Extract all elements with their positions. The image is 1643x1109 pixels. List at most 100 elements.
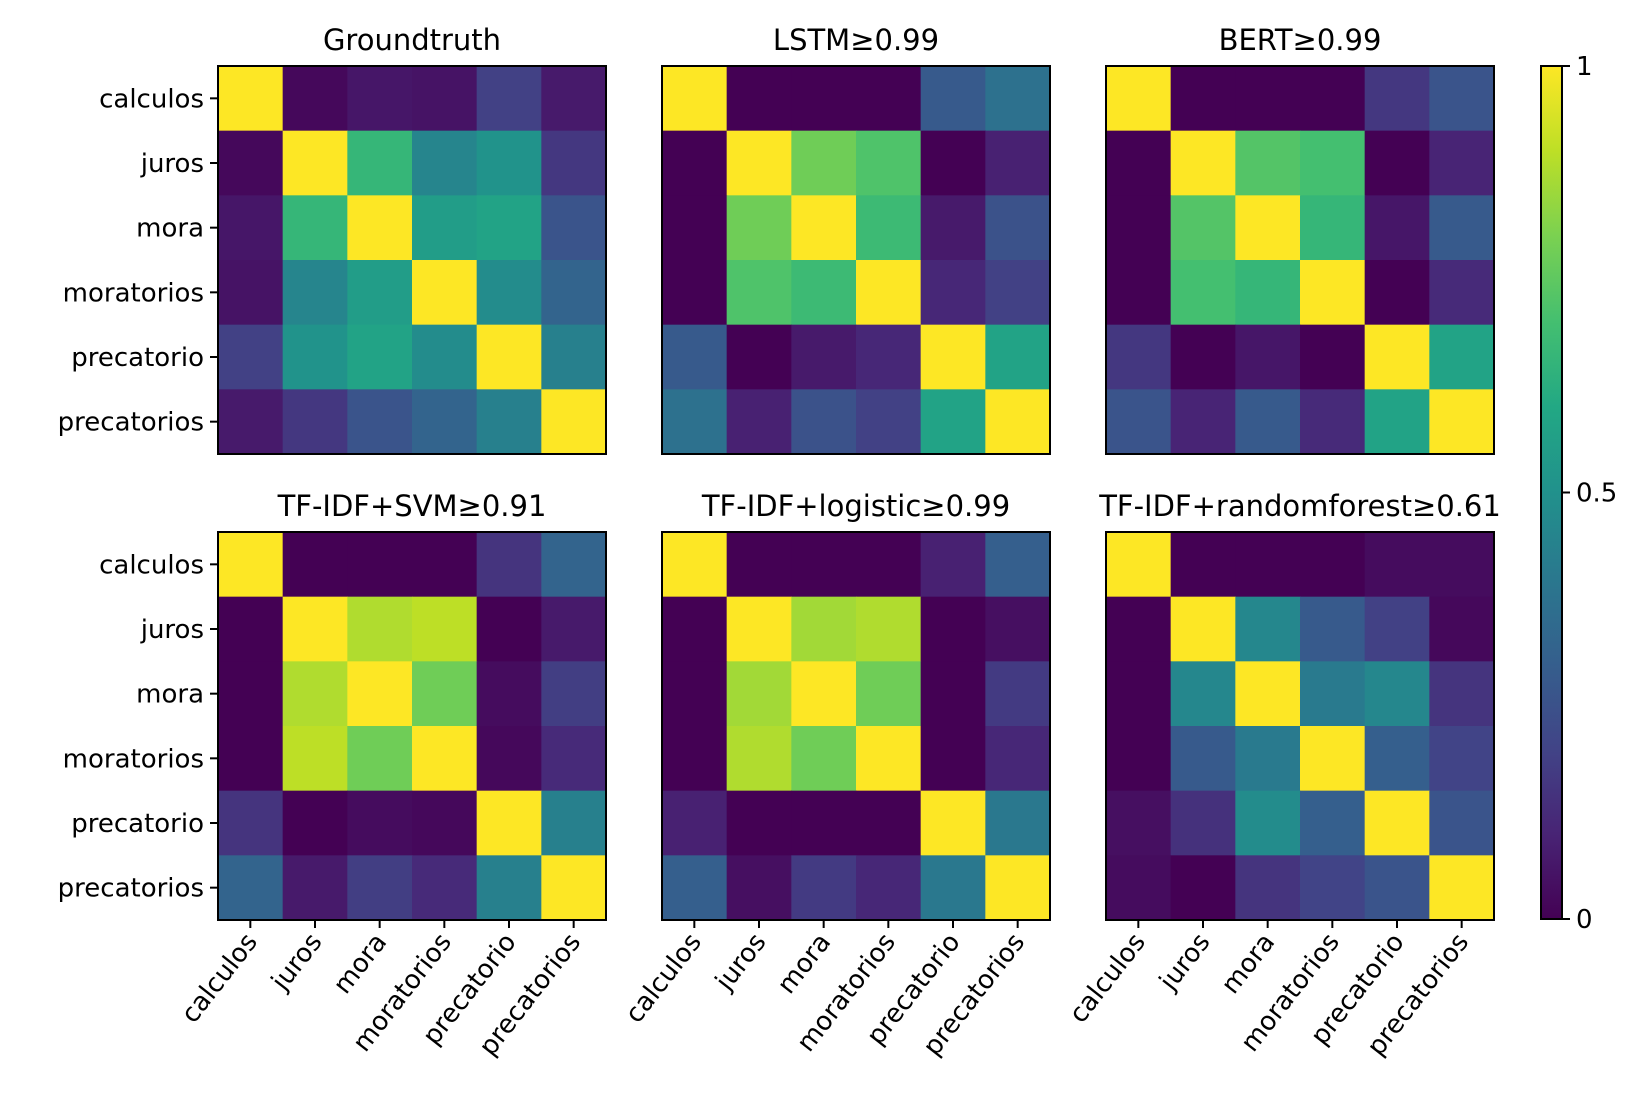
heatmap-cell bbox=[1235, 66, 1301, 132]
heatmap-cell bbox=[347, 661, 413, 727]
heatmap-cell bbox=[662, 260, 728, 326]
heatmap-cell bbox=[1429, 790, 1495, 856]
heatmap-cell bbox=[1300, 726, 1366, 792]
heatmap-cell bbox=[856, 66, 922, 132]
heatmap-cell bbox=[856, 790, 922, 856]
heatmap-cell bbox=[920, 130, 986, 196]
heatmap-cell bbox=[1170, 324, 1236, 390]
heatmap-cell bbox=[1364, 855, 1430, 921]
heatmap-cell bbox=[1364, 661, 1430, 727]
heatmap-cell bbox=[985, 532, 1051, 598]
heatmap-cell bbox=[1300, 195, 1366, 261]
heatmap-cell bbox=[1300, 855, 1366, 921]
heatmap-cell bbox=[1235, 389, 1301, 455]
heatmap-cell bbox=[541, 66, 607, 132]
heatmap-cell bbox=[541, 260, 607, 326]
heatmap-cell bbox=[1170, 260, 1236, 326]
y-tick-label: mora bbox=[136, 214, 204, 244]
heatmap-cell bbox=[476, 532, 542, 598]
heatmap-cell bbox=[1364, 596, 1430, 662]
heatmap-cell bbox=[1300, 596, 1366, 662]
x-tick-label: juros bbox=[265, 928, 328, 997]
heatmap-cell bbox=[412, 661, 478, 727]
heatmap-cell bbox=[920, 726, 986, 792]
heatmap-cell bbox=[791, 532, 857, 598]
heatmap-cell bbox=[347, 790, 413, 856]
colorbar-tick-label: 0 bbox=[1576, 905, 1593, 935]
heatmap-cell bbox=[218, 790, 284, 856]
heatmap-cell bbox=[412, 324, 478, 390]
panel-frame bbox=[217, 65, 607, 455]
x-tick-label: juros bbox=[709, 928, 772, 997]
y-tick-label: precatorios bbox=[58, 408, 204, 438]
heatmap-cell bbox=[1364, 790, 1430, 856]
heatmap-cell bbox=[541, 790, 607, 856]
heatmap-cell bbox=[218, 661, 284, 727]
heatmap-cell bbox=[985, 855, 1051, 921]
panel-frame bbox=[661, 65, 1051, 455]
panel-title: LSTM≥0.99 bbox=[773, 23, 939, 57]
heatmap-cell bbox=[282, 596, 348, 662]
heatmap-cell bbox=[1235, 661, 1301, 727]
heatmap-cell bbox=[1106, 790, 1172, 856]
heatmap-cell bbox=[412, 532, 478, 598]
heatmap-panels: Groundtruthcalculosjurosmoramoratoriospr… bbox=[58, 23, 1501, 1062]
heatmap-cell bbox=[476, 130, 542, 196]
heatmap-cell bbox=[985, 324, 1051, 390]
panel-title: TF-IDF+SVM≥0.91 bbox=[277, 489, 547, 523]
heatmap-cell bbox=[1429, 130, 1495, 196]
heatmap-cell bbox=[1106, 260, 1172, 326]
heatmap-cell bbox=[791, 661, 857, 727]
heatmap-cell bbox=[726, 260, 792, 326]
heatmap-cell bbox=[282, 661, 348, 727]
heatmap-cell bbox=[1429, 66, 1495, 132]
heatmap-cell bbox=[1170, 195, 1236, 261]
heatmap-cell bbox=[347, 66, 413, 132]
heatmap-cell bbox=[1106, 726, 1172, 792]
heatmap-cell bbox=[541, 324, 607, 390]
y-tick-label: precatorio bbox=[71, 343, 204, 373]
heatmap-cell bbox=[1106, 389, 1172, 455]
heatmap-cell bbox=[541, 532, 607, 598]
heatmap-cell bbox=[1429, 195, 1495, 261]
heatmap-cell bbox=[282, 389, 348, 455]
heatmap-cell bbox=[1429, 532, 1495, 598]
heatmap-panel: Groundtruth calculos juros mora moratorios pr… bbox=[58, 23, 607, 455]
colorbar-gradient bbox=[1541, 66, 1562, 919]
heatmap-cell bbox=[1300, 661, 1366, 727]
heatmap-cell bbox=[347, 532, 413, 598]
heatmap-cell bbox=[856, 855, 922, 921]
heatmap-cell bbox=[856, 726, 922, 792]
heatmap-cell bbox=[1170, 389, 1236, 455]
x-tick-label: calculos bbox=[1064, 928, 1152, 1029]
panel-title: Groundtruth bbox=[323, 23, 501, 57]
heatmap-cell bbox=[726, 596, 792, 662]
heatmap-cell bbox=[1429, 324, 1495, 390]
heatmap-cell bbox=[985, 195, 1051, 261]
x-tick-label: mora bbox=[1216, 928, 1281, 1000]
heatmap-cell bbox=[1170, 596, 1236, 662]
heatmap-cell bbox=[412, 726, 478, 792]
heatmap-cell bbox=[726, 532, 792, 598]
heatmap-cell bbox=[662, 596, 728, 662]
heatmap-cell bbox=[1364, 389, 1430, 455]
heatmap-cell bbox=[985, 260, 1051, 326]
heatmap-cell bbox=[218, 130, 284, 196]
heatmap-cell bbox=[1429, 260, 1495, 326]
heatmap-cell bbox=[791, 260, 857, 326]
heatmap-cell bbox=[662, 790, 728, 856]
heatmap-cell bbox=[347, 130, 413, 196]
heatmap-cell bbox=[218, 66, 284, 132]
heatmap-cell bbox=[856, 532, 922, 598]
panel-title: TF-IDF+logistic≥0.99 bbox=[701, 489, 1010, 523]
heatmap-cell bbox=[791, 790, 857, 856]
heatmap-cell bbox=[1235, 260, 1301, 326]
heatmap-cell bbox=[218, 532, 284, 598]
heatmap-cell bbox=[1235, 790, 1301, 856]
y-tick-label: mora bbox=[136, 680, 204, 710]
heatmap-cell bbox=[412, 790, 478, 856]
heatmap-cell bbox=[282, 790, 348, 856]
heatmap-cell bbox=[1429, 661, 1495, 727]
